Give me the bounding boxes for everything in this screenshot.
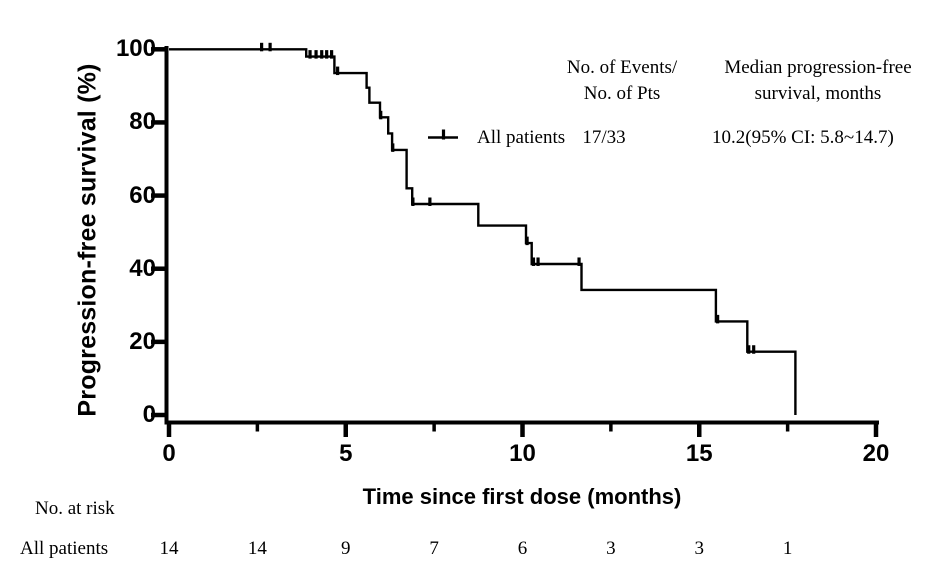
legend-header-events-line2: No. of Pts xyxy=(583,83,661,104)
risk-count-value: 6 xyxy=(517,538,528,559)
y-tick-label: 40 xyxy=(129,254,156,282)
legend-events-value: 17/33 xyxy=(582,127,626,148)
risk-table-title: No. at risk xyxy=(35,498,115,519)
km-curve-all-patients xyxy=(169,48,797,415)
risk-count-value: 1 xyxy=(782,538,793,559)
x-tick-label: 0 xyxy=(162,440,176,467)
legend-header-median: Median progression-free survival, months xyxy=(724,55,911,107)
risk-count-value: 14 xyxy=(247,538,267,559)
legend-series-label: All patients xyxy=(477,127,566,148)
y-tick-label: 0 xyxy=(142,401,156,428)
y-tick-label: 60 xyxy=(129,181,156,209)
x-tick-label: 10 xyxy=(509,440,536,467)
legend-header-events: No. of Events/ No. of Pts xyxy=(567,55,677,107)
risk-count-value: 9 xyxy=(341,538,351,559)
risk-count-value: 14 xyxy=(159,538,179,559)
axis-lines xyxy=(164,46,879,425)
y-tick-label: 20 xyxy=(129,327,156,355)
legend-median-value: 10.2(95% CI: 5.8~14.7) xyxy=(712,127,894,148)
legend-header-median-line2: survival, months xyxy=(754,83,882,104)
x-tick-label: 5 xyxy=(339,440,353,467)
x-tick-label: 15 xyxy=(685,440,713,467)
x-axis-title: Time since first dose (months) xyxy=(362,484,682,509)
risk-count-value: 7 xyxy=(429,538,439,559)
risk-count-value: 3 xyxy=(694,538,705,559)
legend-header-median-line1: Median progression-free xyxy=(724,57,912,78)
x-tick-label: 20 xyxy=(862,440,890,467)
y-tick-label: 80 xyxy=(129,108,156,136)
legend-header-events-line1: No. of Events/ xyxy=(566,57,678,78)
y-tick-label: 100 xyxy=(115,35,156,63)
risk-count-value: 3 xyxy=(606,538,616,559)
risk-row-label: All patients xyxy=(20,538,109,559)
